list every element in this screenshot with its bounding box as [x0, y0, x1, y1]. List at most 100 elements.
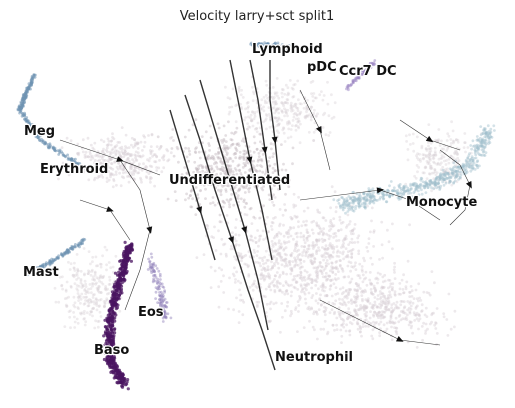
cell-point	[281, 315, 284, 319]
cell-point	[372, 229, 376, 233]
cell-point	[382, 310, 386, 314]
cell-point	[366, 204, 369, 208]
cell-point	[215, 165, 219, 169]
cell-point	[415, 135, 419, 139]
cell-point	[251, 288, 255, 292]
cell-point	[315, 243, 319, 247]
cell-point	[289, 135, 293, 139]
cell-point	[299, 231, 303, 235]
cell-point	[250, 119, 254, 123]
cell-point	[108, 278, 112, 282]
cell-point	[350, 253, 354, 256]
cell-point	[421, 171, 425, 175]
cell-point	[197, 175, 201, 178]
cell-point	[369, 256, 373, 260]
cell-point	[331, 271, 335, 274]
cell-point	[372, 284, 376, 288]
cell-point	[316, 273, 320, 277]
cell-point	[301, 288, 304, 292]
cell-point	[180, 173, 184, 176]
cell-point	[235, 172, 239, 176]
cell-point	[214, 152, 218, 156]
cell-point	[409, 143, 412, 146]
cell-point	[96, 325, 100, 329]
cell-point	[109, 143, 113, 147]
cell-point	[333, 190, 337, 194]
cell-point	[415, 313, 418, 317]
cell-point	[297, 225, 300, 229]
cell-point	[239, 93, 243, 97]
cell-point	[383, 310, 387, 314]
cell-point	[293, 256, 296, 260]
cell-point	[359, 327, 363, 331]
cell-point	[79, 301, 82, 305]
cell-point	[361, 297, 364, 301]
cell-point	[225, 198, 229, 202]
cell-point	[363, 319, 367, 322]
cell-point	[253, 216, 257, 220]
cell-point	[65, 136, 69, 140]
cell-point	[273, 262, 276, 265]
cell-point	[213, 181, 217, 185]
cell-point	[312, 312, 316, 316]
cell-point	[389, 316, 393, 320]
cell-point	[73, 282, 77, 285]
cell-point	[417, 319, 421, 323]
cell-point	[360, 334, 363, 338]
cell-point	[329, 219, 333, 222]
cell-point	[259, 234, 263, 238]
cell-point	[69, 285, 73, 289]
cell-point	[361, 289, 364, 293]
cell-point	[337, 270, 340, 273]
cell-point	[151, 154, 155, 158]
cell-point	[148, 156, 152, 160]
cell-point	[425, 177, 429, 181]
cell-point	[231, 87, 235, 91]
cell-point	[325, 279, 328, 282]
cell-point	[354, 207, 357, 211]
cell-point	[99, 161, 103, 165]
cell-point	[122, 171, 125, 175]
cell-point	[204, 187, 207, 191]
cell-point	[379, 320, 383, 324]
cell-point	[364, 324, 368, 328]
cell-point	[332, 224, 336, 228]
cell-point	[105, 248, 109, 252]
cell-point	[105, 298, 109, 302]
cell-point	[274, 250, 277, 253]
cell-point	[284, 168, 288, 172]
cell-point	[350, 207, 354, 211]
cell-point	[315, 240, 319, 244]
cell-point	[463, 132, 467, 135]
cell-point	[238, 169, 242, 173]
cell-point	[437, 185, 441, 189]
cell-point	[381, 280, 385, 284]
cell-point	[406, 308, 410, 312]
cell-point	[283, 140, 287, 143]
cell-point	[280, 258, 283, 262]
cell-point	[106, 324, 111, 328]
cell-point	[327, 114, 331, 118]
cell-point	[245, 176, 249, 180]
cell-point	[240, 88, 244, 92]
cell-point	[316, 265, 320, 269]
cell-point	[295, 263, 298, 267]
cell-point	[455, 172, 459, 176]
cell-point	[247, 264, 250, 268]
cell-point	[486, 124, 490, 128]
cell-point	[449, 175, 453, 179]
cell-point	[397, 185, 401, 188]
cell-point	[350, 252, 354, 255]
cell-point	[306, 282, 309, 286]
cell-point	[380, 286, 383, 290]
cell-point	[358, 330, 362, 334]
cell-point	[406, 300, 410, 303]
cell-point	[252, 215, 256, 219]
cell-point	[65, 249, 68, 253]
cell-point	[280, 302, 284, 305]
cell-point	[252, 150, 256, 154]
cell-point	[312, 139, 316, 142]
cell-point	[252, 135, 256, 139]
cell-point	[364, 304, 368, 308]
cell-point	[357, 202, 361, 205]
